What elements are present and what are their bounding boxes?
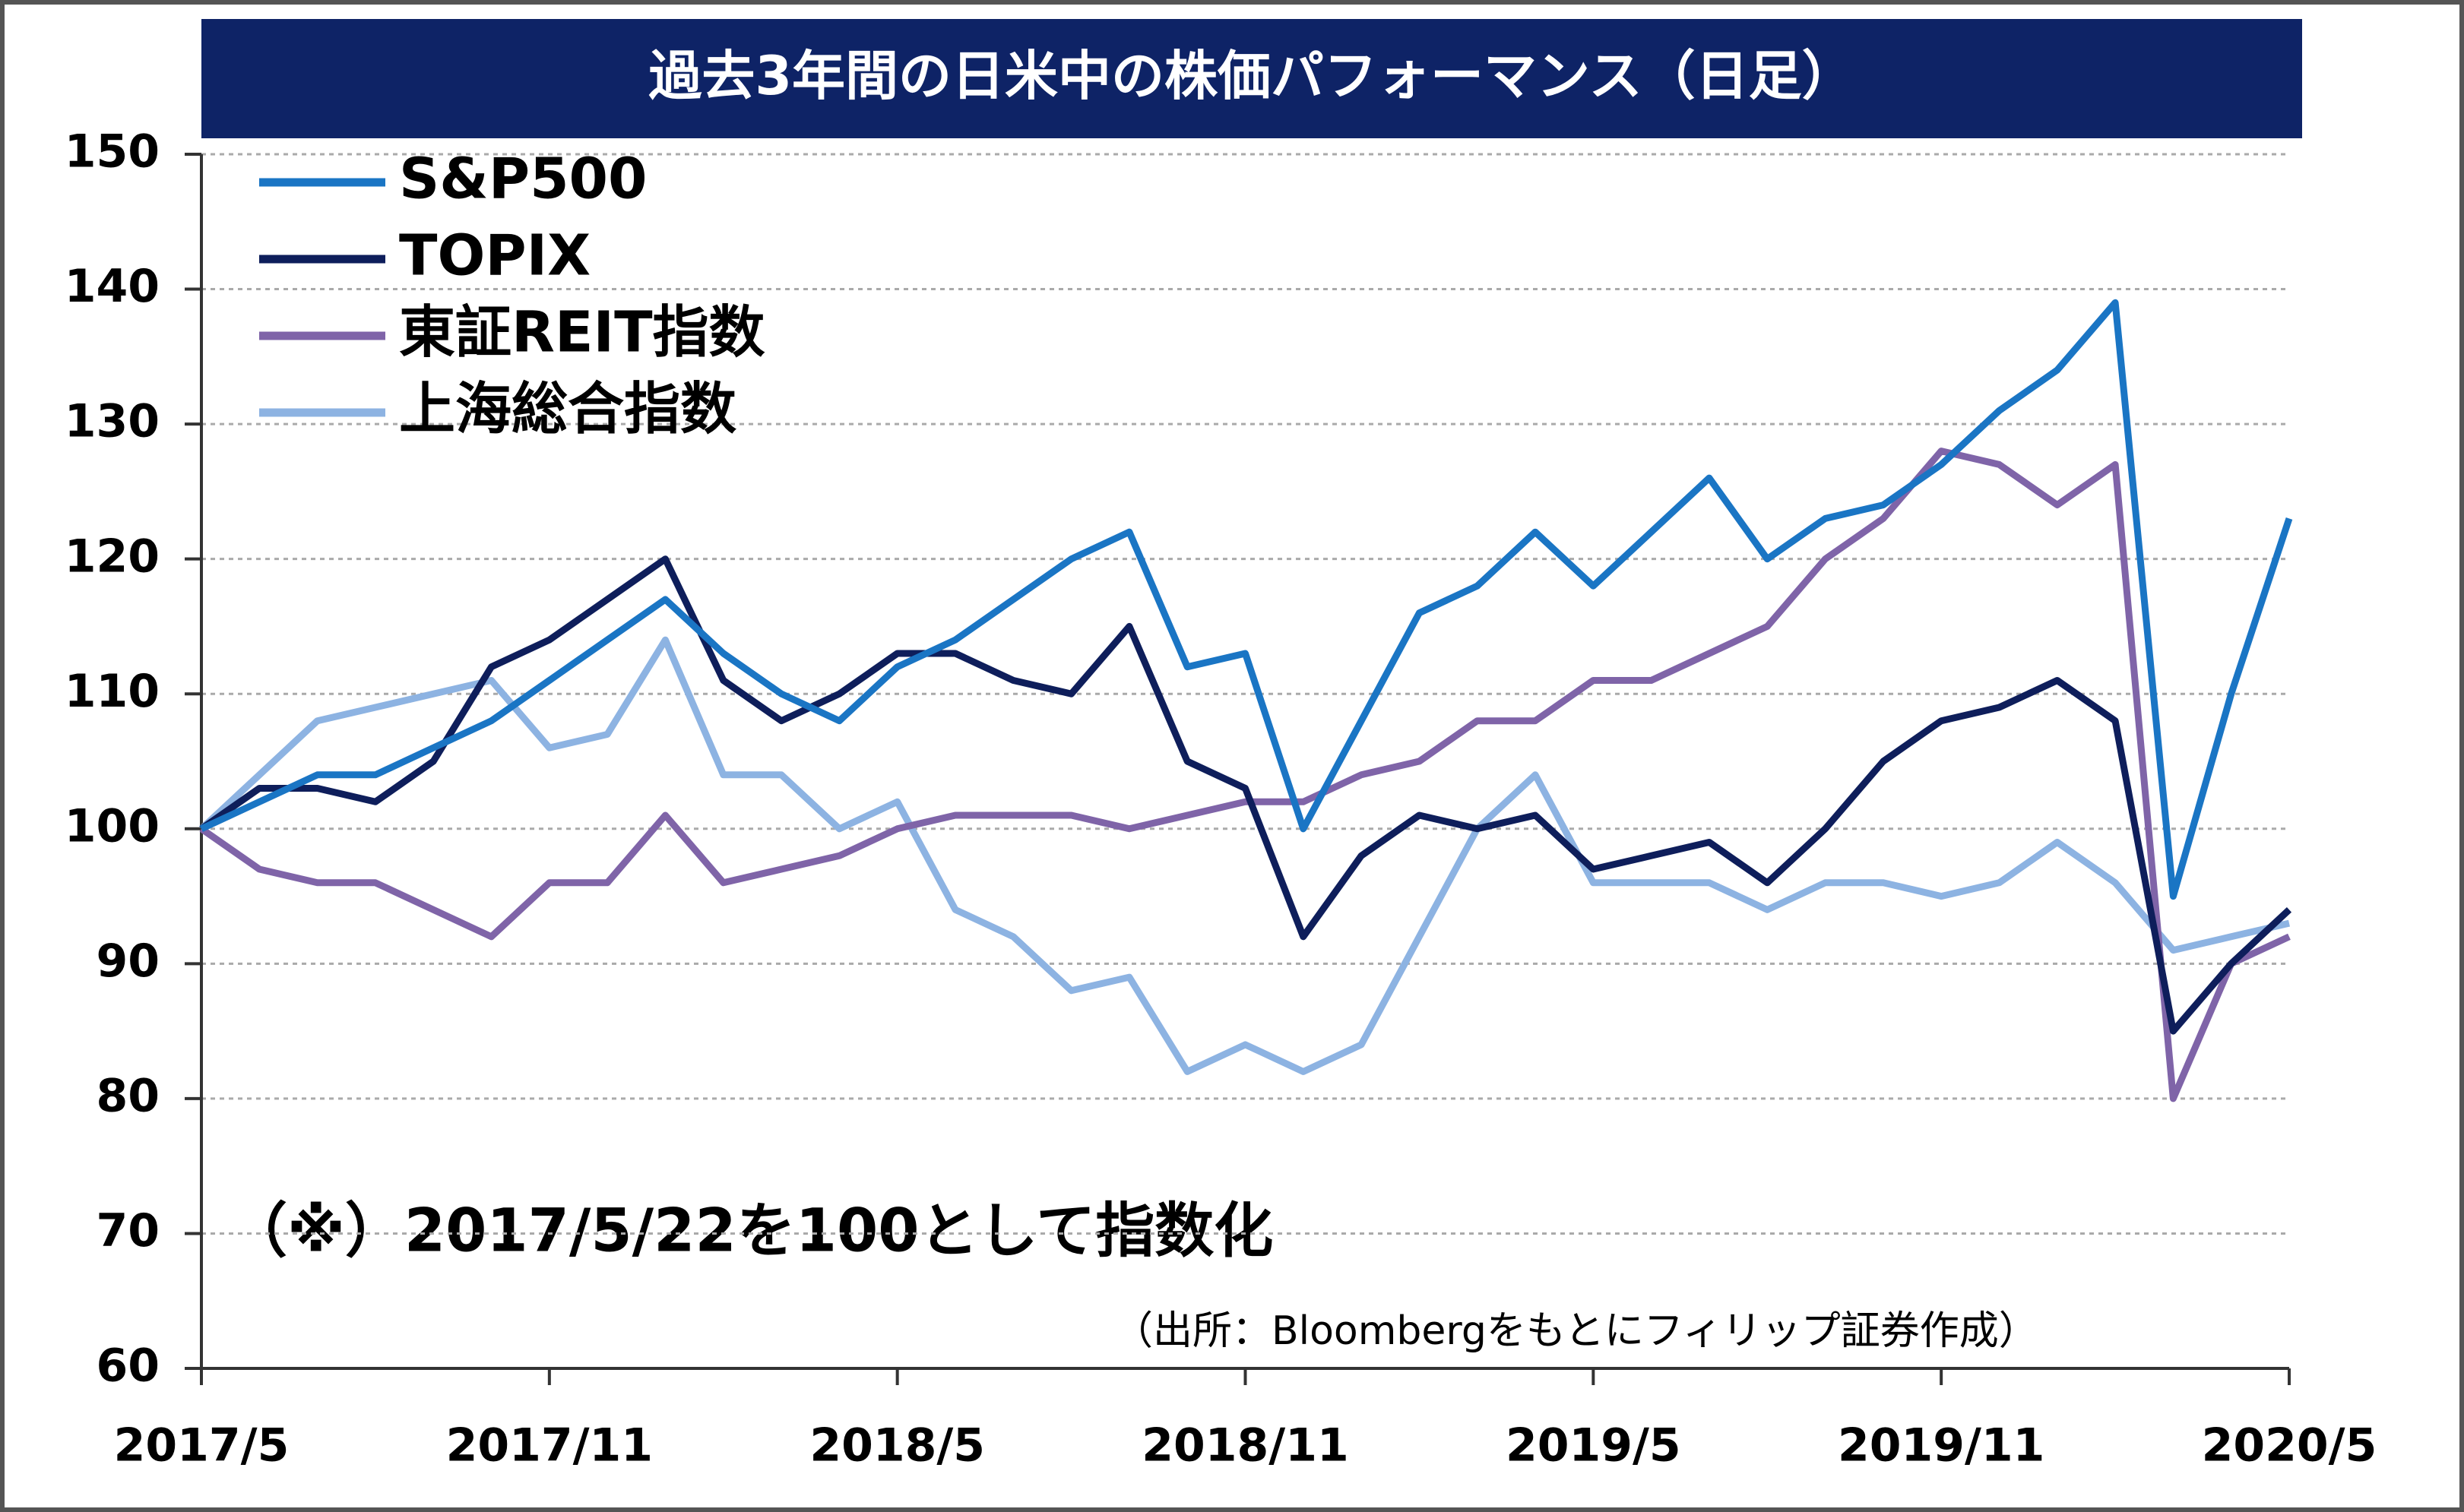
series-line [199,448,2291,1102]
legend-label: 東証REIT指数 [399,300,765,365]
y-tick-label: 90 [97,935,160,988]
title-bar [201,19,2302,138]
x-tick-label: 2017/5 [114,1419,290,1472]
y-tick-label: 80 [97,1069,160,1122]
y-tick-label: 140 [65,260,160,313]
legend-label: 上海総合指数 [399,377,736,442]
y-tick-label: 120 [65,530,160,583]
y-tick-label: 110 [65,665,160,718]
legend-label: S&P500 [399,147,648,212]
y-tick-label: 100 [65,799,160,852]
series-line [198,636,2291,1075]
chart-title: 過去3年間の日米中の株価パフォーマンス（日足） [648,45,1854,107]
source-note: （出所：Bloombergをもとにフィリップ証券作成） [1113,1308,2038,1354]
legend-label: TOPIX [399,223,591,289]
annotation: （※）2017/5/22を100として指数化 [228,1197,1273,1265]
x-tick-label: 2019/11 [1838,1419,2044,1472]
y-tick-label: 70 [97,1204,160,1257]
y-tick-label: 60 [97,1340,160,1393]
x-tick-label: 2018/5 [809,1419,985,1472]
y-tick-label: 130 [65,395,160,448]
x-tick-label: 2018/11 [1142,1419,1348,1472]
y-tick-label: 150 [65,125,160,179]
series-line [199,555,2292,1035]
x-tick-label: 2019/5 [1506,1419,1681,1472]
x-tick-label: 2020/5 [2202,1419,2377,1472]
series-line [200,299,2293,900]
x-tick-label: 2017/11 [446,1419,653,1472]
